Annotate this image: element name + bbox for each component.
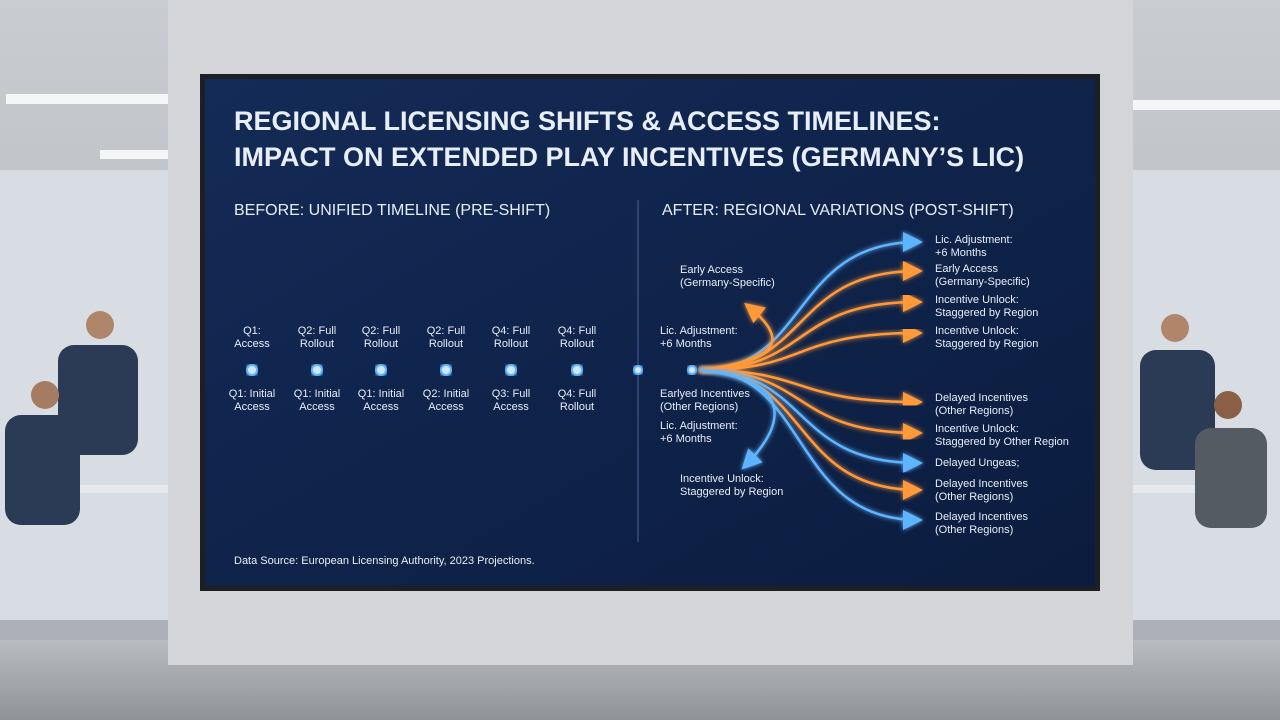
flow-arrow [699, 368, 923, 443]
ceiling-light [6, 94, 168, 104]
label: (Other Regions) [660, 401, 738, 413]
label: Rollout [560, 401, 594, 413]
label: Earlyed Incentives [660, 388, 750, 400]
timeline-node [246, 364, 258, 376]
label: Access [428, 401, 464, 413]
screen [205, 79, 1095, 586]
flow-arrow [699, 323, 923, 372]
label: Incentive Unlock: [935, 325, 1019, 337]
label: +6 Months [935, 247, 987, 259]
label: Early Access [680, 264, 743, 276]
label: Access [363, 401, 399, 413]
label: Lic. Adjustment: [660, 420, 738, 432]
section-heading: BEFORE: UNIFIED TIMELINE (PRE-SHIFT) [234, 202, 550, 219]
label: Q4: Full [558, 325, 597, 337]
label: +6 Months [660, 338, 712, 350]
flow-arrow [699, 261, 923, 372]
flow-arrow [699, 368, 776, 470]
timeline-node [505, 364, 517, 376]
timeline-node [440, 364, 452, 376]
label: (Germany-Specific) [680, 277, 775, 289]
label: Incentive Unlock: [935, 294, 1019, 306]
label: Q2: Initial [423, 388, 469, 400]
label: Access [234, 401, 270, 413]
label: Q3: Full [492, 388, 531, 400]
label: Rollout [300, 338, 334, 350]
person-body [5, 415, 80, 525]
title: IMPACT ON EXTENDED PLAY INCENTIVES (GERM… [234, 142, 1024, 172]
flow-arrow [699, 368, 923, 412]
label: Access [234, 338, 270, 350]
timeline-node [375, 364, 387, 376]
label: +6 Months [660, 433, 712, 445]
label: Rollout [429, 338, 463, 350]
label: Q2: Full [298, 325, 337, 337]
label: Incentive Unlock: [680, 473, 764, 485]
label: Rollout [560, 338, 594, 350]
ceiling-light [1133, 100, 1280, 110]
label: (Germany-Specific) [935, 276, 1030, 288]
label: Delayed Incentives [935, 511, 1028, 523]
person-head [86, 311, 114, 339]
label: (Other Regions) [935, 405, 1013, 417]
table [25, 485, 168, 493]
label: Lic. Adjustment: [660, 325, 738, 337]
table [1133, 485, 1253, 493]
flow-arrow [699, 302, 774, 372]
label: Delayed Incentives [935, 478, 1028, 490]
ceiling-light [100, 150, 168, 159]
person-head [1214, 391, 1242, 419]
label: Staggered by Region [935, 338, 1038, 350]
person-body [1195, 428, 1267, 528]
label: Delayed Ungeas; [935, 457, 1019, 469]
label: Lic. Adjustment: [935, 234, 1013, 246]
label: Q2: Full [362, 325, 401, 337]
people [5, 311, 1267, 528]
label: Q4: Full [492, 325, 531, 337]
label: Q2: Full [427, 325, 466, 337]
label: Q1: Initial [294, 388, 340, 400]
label: Staggered by Region [680, 486, 783, 498]
flow-arrow [699, 292, 923, 372]
label: Staggered by Region [935, 307, 1038, 319]
label: (Other Regions) [935, 491, 1013, 503]
label: (Other Regions) [935, 524, 1013, 536]
label: Q1: Initial [358, 388, 404, 400]
label: Incentive Unlock: [935, 423, 1019, 435]
label: Rollout [364, 338, 398, 350]
label: Access [299, 401, 335, 413]
timeline-node [571, 364, 583, 376]
person-head [31, 381, 59, 409]
section-heading: AFTER: REGIONAL VARIATIONS (POST-SHIFT) [662, 202, 1014, 219]
timeline-node [311, 364, 323, 376]
timeline-node [633, 365, 643, 375]
label: Delayed Incentives [935, 392, 1028, 404]
label: Access [493, 401, 529, 413]
label: Early Access [935, 263, 998, 275]
person-head [1161, 314, 1189, 342]
label: Q1: [243, 325, 261, 337]
label: Staggered by Other Region [935, 436, 1069, 448]
title: REGIONAL LICENSING SHIFTS & ACCESS TIMEL… [234, 106, 941, 136]
label: Q4: Full [558, 388, 597, 400]
timeline-node [687, 365, 697, 375]
label: Rollout [494, 338, 528, 350]
label: Q1: Initial [229, 388, 275, 400]
source-note: Data Source: European Licensing Authorit… [234, 555, 535, 567]
